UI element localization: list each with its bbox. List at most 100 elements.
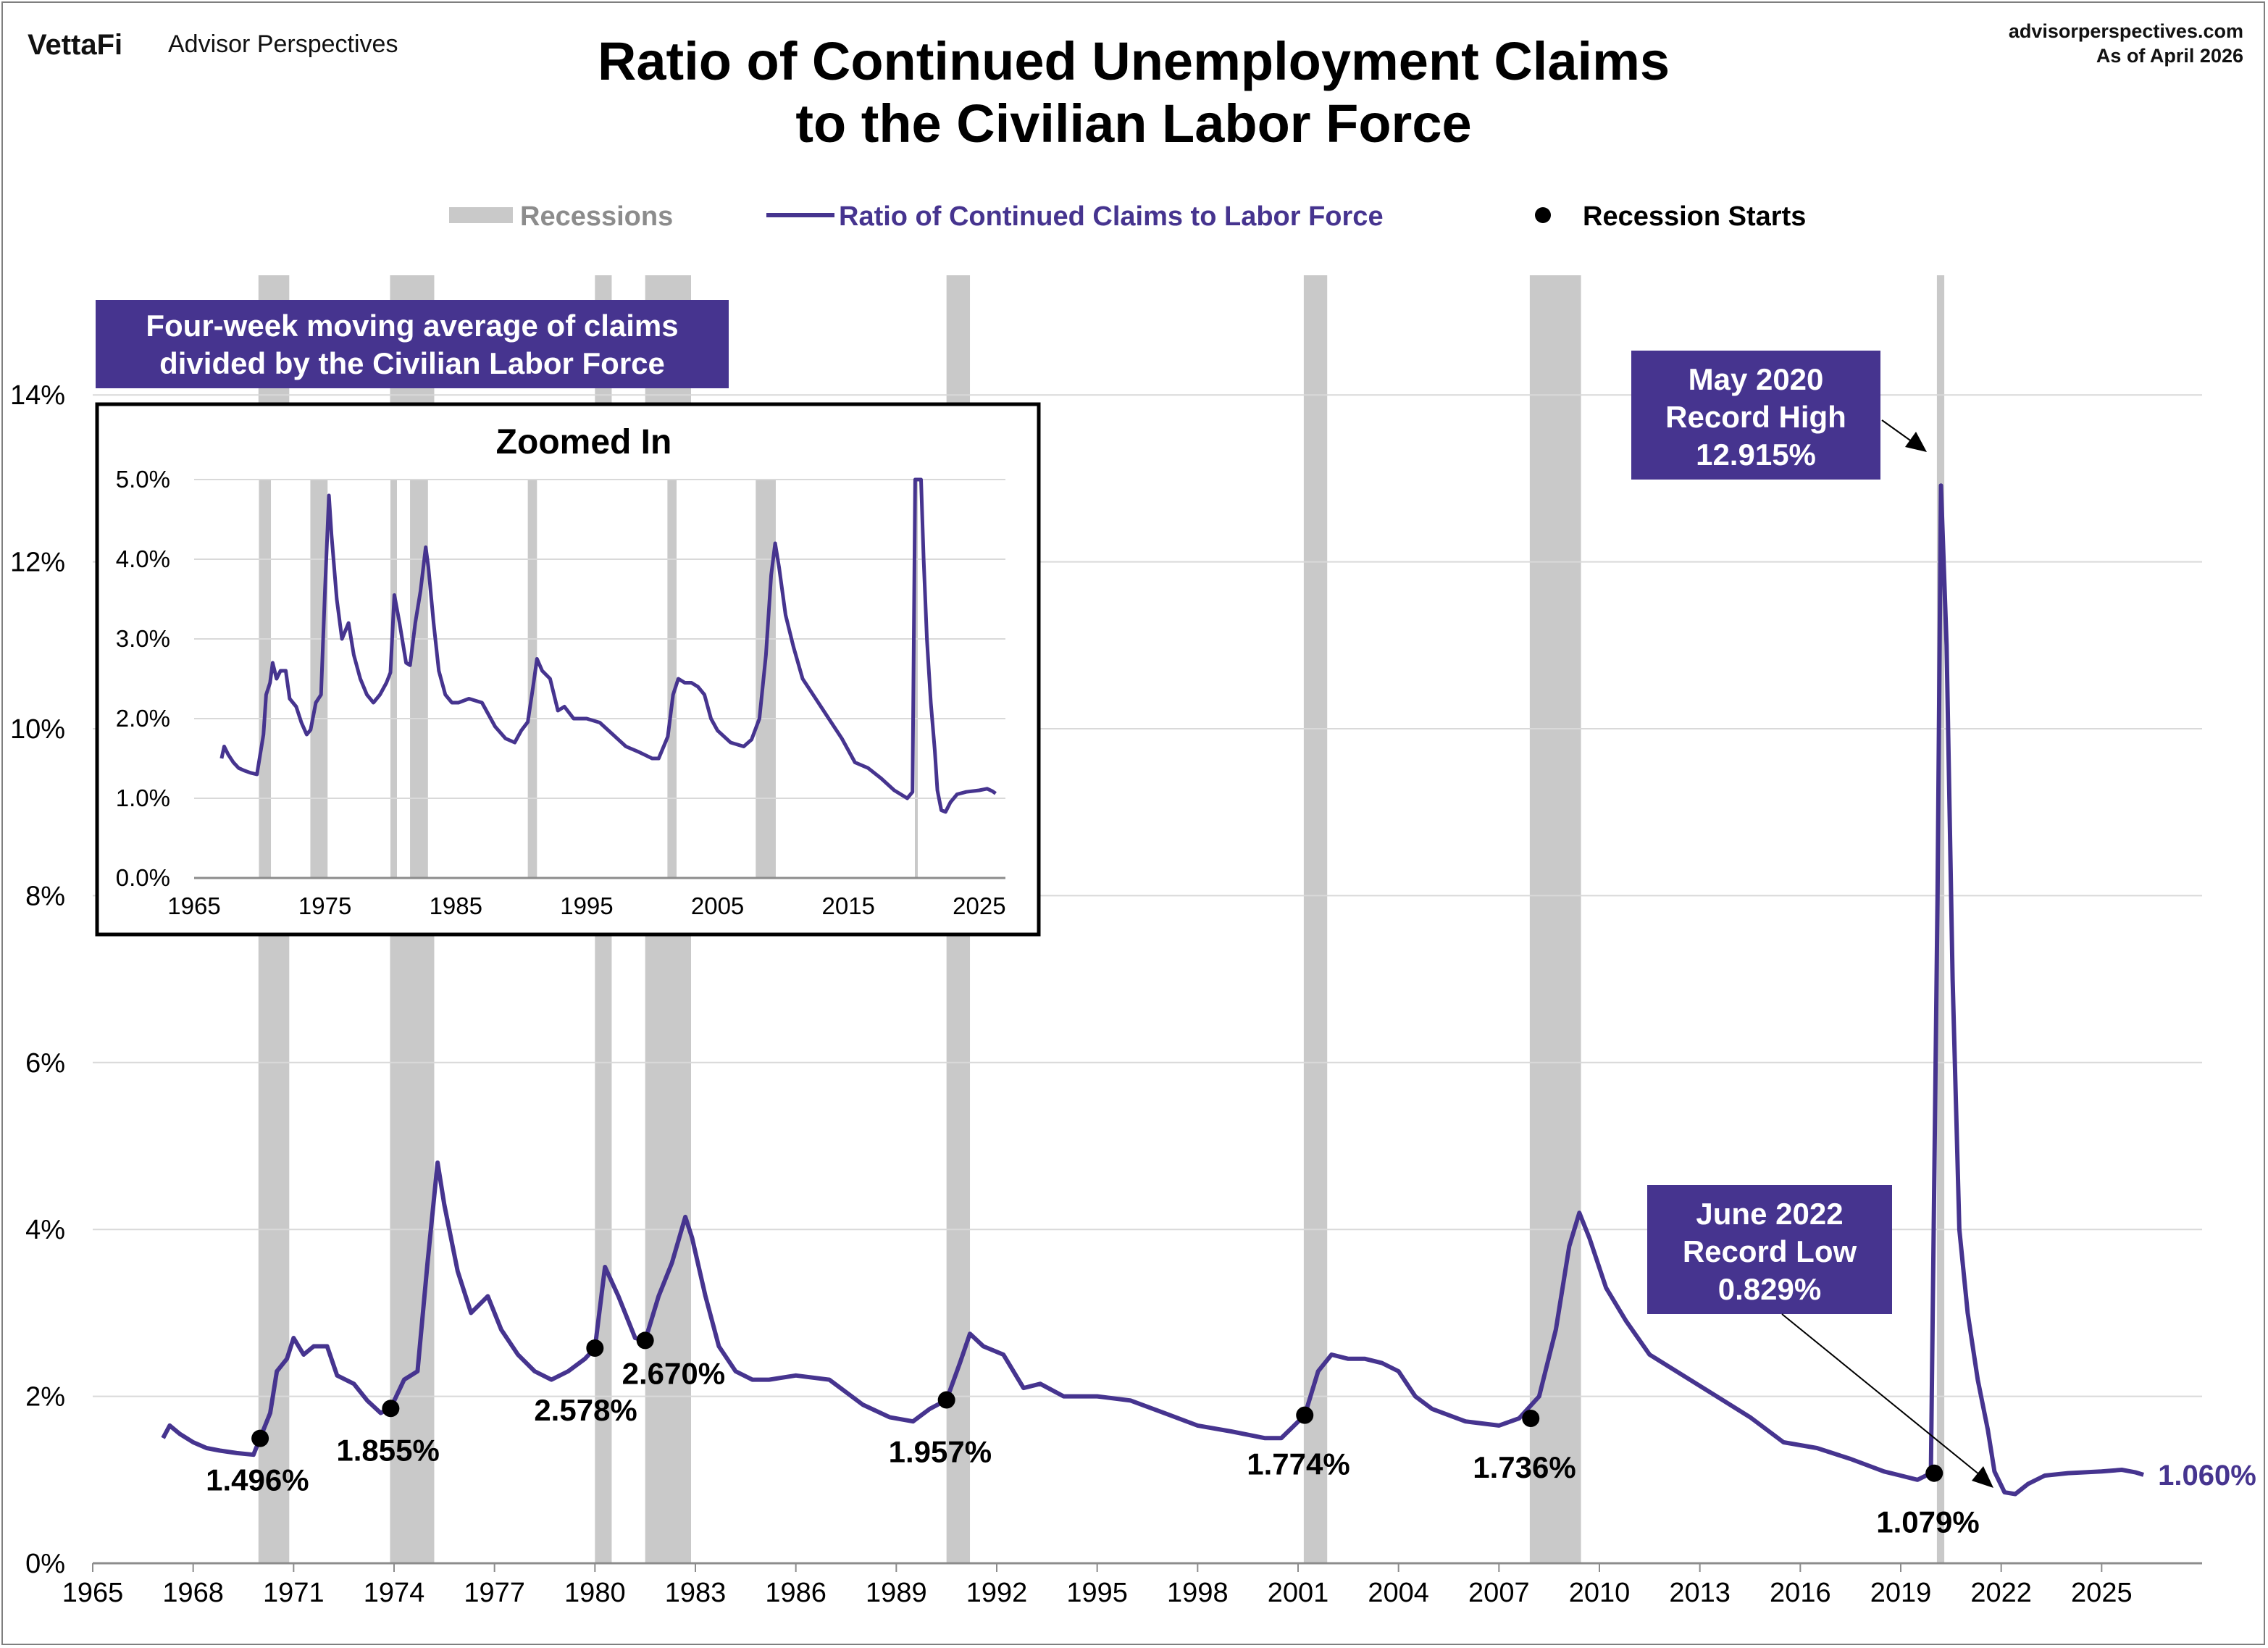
x-tick-label: 2001 bbox=[1268, 1578, 1329, 1608]
record-low-line2: Record Low bbox=[1683, 1234, 1857, 1268]
legend-recession-swatch bbox=[449, 207, 513, 223]
inset-y-tick-label: 2.0% bbox=[116, 705, 170, 732]
inset-recession-band bbox=[756, 480, 776, 878]
recession-start-markers: 1.496% 1.855% 2.578%2.670% 1.957% 1.774% 1.73… bbox=[206, 1331, 1980, 1539]
x-tick-label: 1980 bbox=[564, 1578, 626, 1608]
latest-value-label: 1.060% bbox=[2158, 1460, 2256, 1492]
inset-x-tick-label: 2005 bbox=[691, 892, 744, 919]
record-low-arrow bbox=[1781, 1313, 1984, 1478]
legend-starts-label: Recession Starts bbox=[1583, 201, 1806, 232]
x-tick-label: 2007 bbox=[1468, 1578, 1530, 1608]
x-tick-label: 1989 bbox=[866, 1578, 927, 1608]
record-high-line3: 12.915% bbox=[1696, 438, 1816, 472]
recession-start-dot bbox=[382, 1400, 400, 1418]
y-tick-label: 4% bbox=[25, 1215, 65, 1245]
main-x-axis: 1965 1968 1971 1974 1977 1980 1983 1986 1989 1992… bbox=[62, 1563, 2133, 1608]
recession-start-label: 1.855% bbox=[336, 1433, 439, 1467]
x-tick-label: 1965 bbox=[62, 1578, 124, 1608]
recession-start-dot bbox=[251, 1429, 269, 1447]
inset-recession-band bbox=[310, 480, 328, 878]
inset-x-axis: 1965 1975 1985 1995 2005 2015 2025 bbox=[167, 892, 1005, 919]
zoom-inset-frame bbox=[95, 402, 1041, 937]
inset-recession-band bbox=[667, 480, 677, 878]
recession-start-label: 2.578% bbox=[534, 1393, 637, 1427]
description-box: Four-week moving average of claims divid… bbox=[96, 300, 729, 388]
recession-start-dot bbox=[937, 1391, 955, 1409]
x-tick-label: 1977 bbox=[464, 1578, 525, 1608]
inset-y-tick-label: 1.0% bbox=[116, 785, 170, 811]
recession-start-dot bbox=[586, 1339, 604, 1358]
recession-band bbox=[1303, 275, 1328, 1563]
description-line1: Four-week moving average of claims bbox=[146, 309, 678, 343]
y-tick-label: 10% bbox=[10, 714, 65, 745]
inset-recession-band bbox=[914, 480, 918, 878]
x-tick-label: 2016 bbox=[1770, 1578, 1831, 1608]
main-gridlines bbox=[93, 394, 2202, 1565]
brand-subtitle: Advisor Perspectives bbox=[168, 30, 398, 58]
recession-band bbox=[1529, 275, 1581, 1563]
recession-start-dot bbox=[636, 1331, 654, 1350]
zoom-inset: Zoomed In 0.0%1.0%2.0%3.0%4.0%5.0% 1965 1… bbox=[95, 402, 1041, 937]
x-tick-label: 1998 bbox=[1167, 1578, 1229, 1608]
x-tick-label: 2010 bbox=[1569, 1578, 1631, 1608]
inset-gridlines bbox=[194, 479, 1005, 879]
record-high-line2: Record High bbox=[1665, 400, 1846, 434]
recession-start-label: 1.079% bbox=[1876, 1505, 1979, 1539]
inset-x-tick-label: 1995 bbox=[560, 892, 613, 919]
site-url: advisorperspectives.com bbox=[2008, 20, 2243, 42]
recession-start-label: 1.957% bbox=[889, 1435, 992, 1469]
chart-title: Ratio of Continued Unemployment Claims t… bbox=[406, 30, 1862, 155]
inset-recession-band bbox=[259, 480, 272, 878]
record-low-callout: June 2022 Record Low 0.829% bbox=[1647, 1185, 1892, 1314]
inset-y-tick-label: 0.0% bbox=[116, 864, 170, 891]
y-tick-label: 8% bbox=[25, 881, 65, 911]
legend-recessions-label: Recessions bbox=[520, 201, 673, 232]
legend-start-dot bbox=[1535, 207, 1551, 223]
inset-x-tick-label: 2025 bbox=[953, 892, 1005, 919]
vettafi-logo: VettaFi bbox=[28, 29, 123, 61]
x-tick-label: 2013 bbox=[1669, 1578, 1731, 1608]
legend-series-label: Ratio of Continued Claims to Labor Force bbox=[839, 201, 1384, 232]
main-y-axis: 0% 2% 4% 6% 8% 10% 12% 14% bbox=[10, 380, 65, 1579]
source-info: advisorperspectives.com As of April 2026 bbox=[2009, 19, 2243, 68]
record-low-arrowhead bbox=[1972, 1466, 1993, 1488]
recession-start-dot bbox=[1925, 1464, 1943, 1482]
as-of-date: As of April 2026 bbox=[2096, 45, 2243, 67]
record-high-line1: May 2020 bbox=[1689, 362, 1824, 396]
x-tick-label: 1983 bbox=[665, 1578, 727, 1608]
x-tick-label: 1971 bbox=[263, 1578, 325, 1608]
recession-start-label: 1.496% bbox=[206, 1463, 309, 1497]
inset-x-tick-label: 1985 bbox=[430, 892, 482, 919]
inset-recession-band bbox=[390, 480, 397, 878]
x-tick-label: 2004 bbox=[1368, 1578, 1429, 1608]
inset-y-tick-label: 5.0% bbox=[116, 466, 170, 493]
record-high-arrow bbox=[1881, 419, 1913, 443]
y-tick-label: 6% bbox=[25, 1048, 65, 1079]
inset-series-line bbox=[219, 477, 997, 814]
x-tick-label: 1986 bbox=[765, 1578, 827, 1608]
x-tick-label: 2022 bbox=[1970, 1578, 2032, 1608]
inset-y-axis: 0.0% 1.0% 2.0% 3.0% 4.0% 5.0% bbox=[116, 466, 170, 891]
inset-recession-band bbox=[410, 480, 428, 878]
description-box-bg bbox=[96, 300, 729, 388]
record-high-arrowhead bbox=[1905, 432, 1927, 452]
x-tick-label: 1974 bbox=[364, 1578, 425, 1608]
record-low-box bbox=[1647, 1185, 1892, 1314]
recession-start-dot bbox=[1296, 1406, 1314, 1424]
x-tick-label: 2025 bbox=[2071, 1578, 2133, 1608]
inset-x-tick-label: 1975 bbox=[298, 892, 351, 919]
inset-x-tick-label: 2015 bbox=[822, 892, 875, 919]
x-tick-label: 1995 bbox=[1066, 1578, 1128, 1608]
y-tick-label: 14% bbox=[10, 380, 65, 411]
recession-start-label: 2.670% bbox=[622, 1356, 725, 1390]
zoom-inset-title: Zoomed In bbox=[496, 423, 672, 461]
recession-start-label: 1.736% bbox=[1473, 1450, 1576, 1484]
inset-y-tick-label: 4.0% bbox=[116, 545, 170, 572]
y-tick-label: 0% bbox=[25, 1549, 65, 1579]
recession-start-dot bbox=[1522, 1410, 1540, 1428]
chart-title-line1: Ratio of Continued Unemployment Claims bbox=[597, 31, 1670, 91]
inset-x-tick-label: 1965 bbox=[167, 892, 220, 919]
y-tick-label: 2% bbox=[25, 1382, 65, 1413]
